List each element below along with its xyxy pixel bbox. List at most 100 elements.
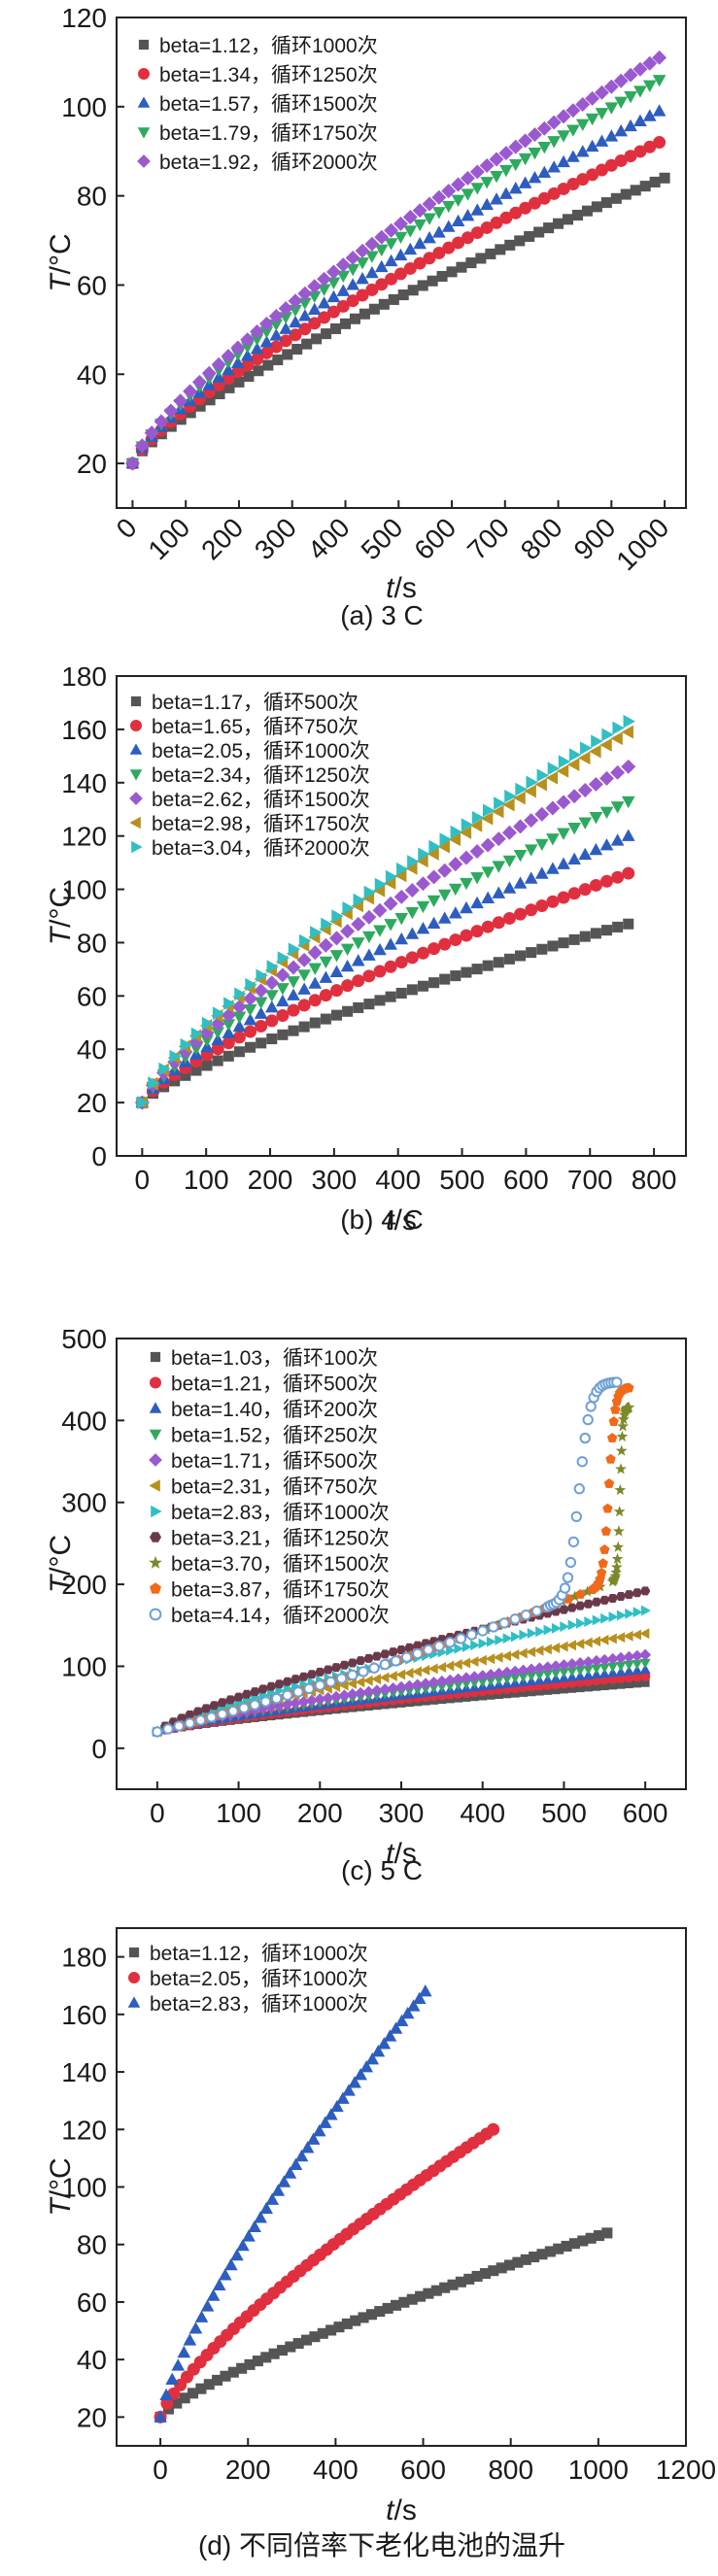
data-point — [476, 1654, 487, 1666]
data-point — [250, 1687, 260, 1697]
data-point — [452, 1659, 462, 1670]
legend-label: beta=1.34，循环1250次 — [159, 64, 378, 86]
data-point — [326, 305, 340, 319]
data-point — [372, 902, 388, 918]
data-point — [427, 869, 442, 885]
data-point — [608, 1680, 618, 1690]
data-point — [264, 990, 279, 1002]
data-point — [310, 926, 323, 939]
data-point — [329, 965, 344, 978]
data-point — [550, 1660, 563, 1673]
data-point — [508, 139, 524, 154]
data-point — [477, 1625, 489, 1637]
y-axis-title: T/°C — [45, 887, 77, 945]
data-point — [455, 2276, 466, 2288]
data-point — [602, 1503, 613, 1513]
data-point — [568, 1590, 581, 1602]
data-point — [553, 218, 564, 229]
data-point — [264, 975, 280, 991]
data-point — [374, 995, 386, 1006]
data-point — [547, 940, 559, 952]
data-point — [407, 285, 419, 296]
data-point — [368, 303, 380, 315]
data-point — [470, 183, 485, 195]
data-point — [242, 2229, 256, 2242]
data-point — [277, 2175, 291, 2187]
data-point — [534, 866, 549, 879]
x-tick-label: 400 — [460, 1798, 505, 1828]
data-point — [201, 365, 217, 381]
data-point — [614, 1483, 627, 1496]
data-point — [492, 916, 505, 930]
series-7 — [137, 714, 635, 1109]
data-point — [437, 889, 452, 902]
data-point — [234, 987, 247, 1001]
data-point — [393, 889, 409, 904]
data-point — [231, 1000, 247, 1015]
data-point — [616, 1610, 627, 1621]
data-point — [250, 342, 264, 355]
data-point — [504, 239, 516, 251]
data-point — [508, 182, 523, 194]
data-point — [412, 1666, 422, 1678]
data-point — [455, 1633, 467, 1644]
data-point — [643, 140, 657, 153]
data-point — [225, 1695, 236, 1705]
data-point — [623, 714, 635, 729]
legend-marker — [130, 695, 142, 707]
data-point — [616, 1679, 626, 1689]
x-tick-label: 600 — [408, 512, 462, 565]
data-point — [260, 2352, 272, 2363]
legend-marker — [149, 1479, 160, 1492]
data-point — [615, 1592, 627, 1602]
series-11 — [152, 1376, 623, 1738]
data-point — [541, 1661, 554, 1674]
data-point — [435, 1675, 448, 1687]
legend-marker — [150, 1532, 161, 1542]
data-point — [454, 1643, 464, 1654]
data-point — [238, 1702, 250, 1714]
data-point — [470, 203, 485, 216]
data-point — [277, 1029, 289, 1040]
legend-label: beta=1.65，循环750次 — [152, 716, 359, 738]
data-point — [240, 341, 255, 354]
data-point — [416, 854, 428, 868]
data-point — [262, 359, 274, 371]
y-tick-label: 120 — [61, 822, 107, 852]
data-point — [240, 332, 256, 348]
data-point — [326, 289, 341, 303]
data-point — [403, 242, 418, 255]
data-point — [493, 1651, 503, 1663]
data-point — [520, 1610, 532, 1621]
legend-label: beta=3.87，循环1750次 — [171, 1579, 390, 1602]
data-point — [290, 1697, 302, 1710]
data-point — [298, 1672, 309, 1681]
data-point — [471, 2270, 483, 2282]
data-point — [558, 755, 571, 768]
data-point — [566, 124, 580, 137]
data-point — [624, 119, 637, 132]
data-point — [632, 1588, 642, 1598]
data-point — [509, 1613, 521, 1625]
data-point — [298, 322, 312, 336]
data-point — [201, 1016, 215, 1031]
data-point — [257, 1684, 268, 1694]
data-point — [282, 1677, 292, 1686]
x-tick-label: 200 — [248, 1165, 293, 1195]
data-point — [183, 2333, 197, 2346]
data-point — [374, 877, 388, 892]
data-point — [621, 725, 633, 739]
data-point — [382, 2302, 393, 2314]
data-point — [575, 145, 590, 157]
data-point — [624, 150, 637, 163]
data-point — [439, 832, 452, 846]
legend-label: beta=1.12，循环1000次 — [159, 35, 378, 57]
data-point — [362, 931, 376, 944]
data-point — [241, 358, 255, 372]
data-point — [338, 1689, 351, 1702]
data-point — [243, 991, 258, 1006]
x-tick-label: 600 — [400, 2455, 446, 2485]
data-point — [614, 96, 629, 109]
data-point — [251, 353, 264, 366]
data-point — [307, 279, 323, 294]
